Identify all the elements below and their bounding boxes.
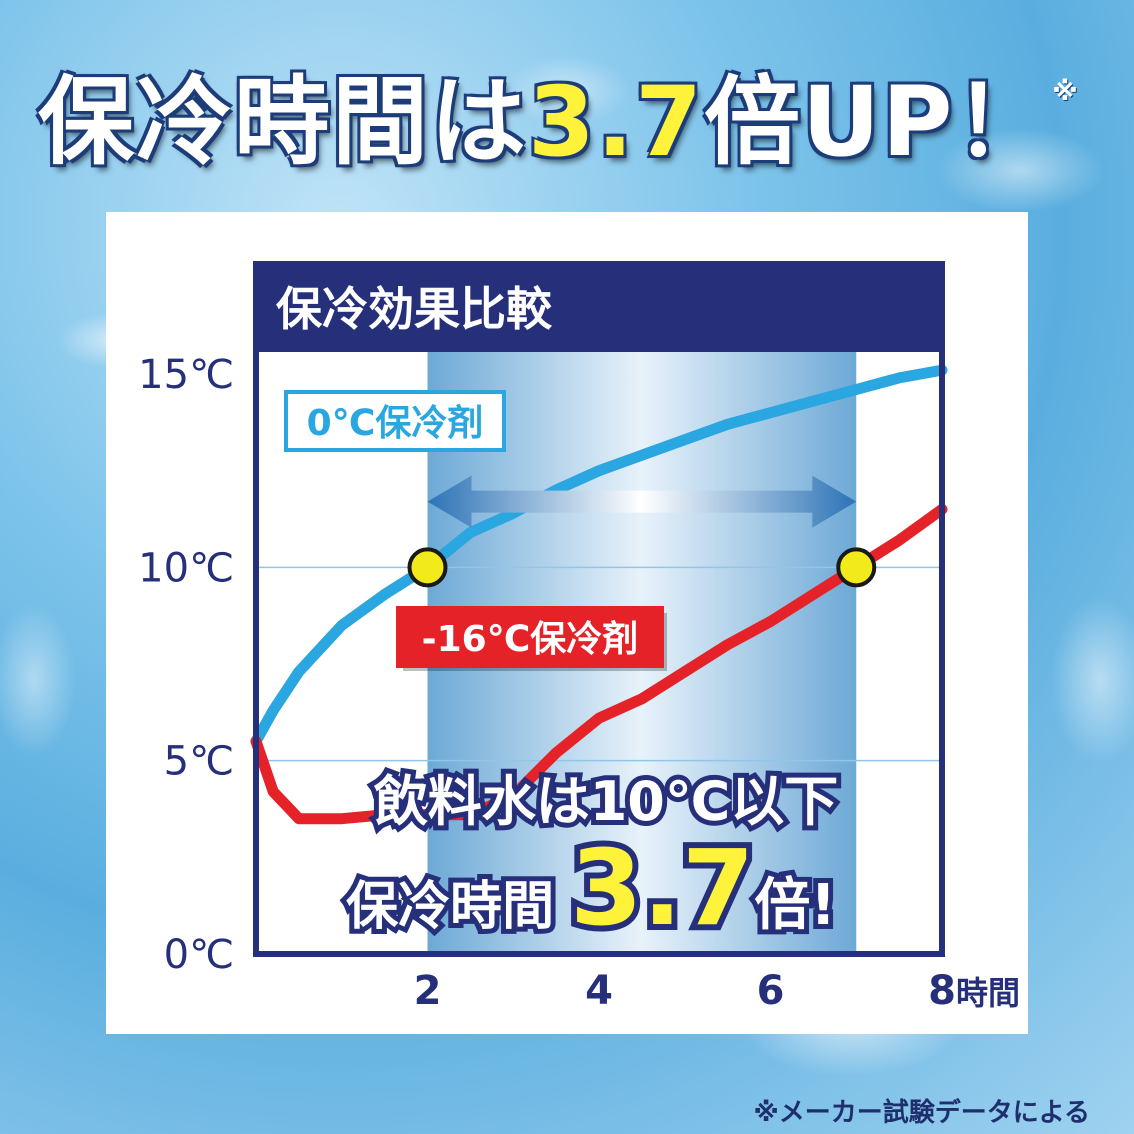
footnote: ※メーカー試験データによる bbox=[753, 1098, 1091, 1128]
headline-suffix: 倍UP！ bbox=[704, 66, 1053, 178]
series-line-1 bbox=[250, 503, 948, 825]
marker-point-0 bbox=[407, 547, 448, 588]
headline-prefix: 保冷時間は bbox=[38, 66, 528, 178]
headline-highlight: 3.7 bbox=[528, 66, 705, 178]
title-bar bbox=[256, 264, 942, 352]
series-label-0: 0℃保冷剤 bbox=[307, 403, 484, 444]
x-tick-label-1: 4 bbox=[585, 968, 613, 1014]
chart-panel: 保冷効果比較 0℃保冷剤 -16℃保冷剤 15℃ 10℃ 5℃ 0℃ 2 4 6 8 時間 飲料… bbox=[106, 212, 1028, 1034]
callout-line1: 飲料水は10℃以下 bbox=[374, 770, 839, 833]
callout-line2: 保冷時間 3.7倍! bbox=[346, 827, 836, 949]
y-axis-ticks: 15℃ 10℃ 5℃ 0℃ bbox=[138, 352, 234, 978]
duration-arrow bbox=[427, 475, 857, 528]
callout-line2-prefix: 保冷時間 bbox=[346, 877, 554, 937]
y-tick-label-2: 5℃ bbox=[164, 739, 234, 785]
x-tick-label-2: 6 bbox=[757, 968, 785, 1014]
y-tick-label-3: 0℃ bbox=[164, 932, 234, 978]
callout-line2-big: 3.7 bbox=[570, 827, 754, 949]
marker-point-1 bbox=[836, 547, 877, 588]
headline: 保冷時間は3.7倍UP！※ bbox=[38, 62, 1080, 182]
x-tick-label-3: 8 bbox=[928, 968, 956, 1014]
marker-layer bbox=[407, 547, 877, 588]
series-line-0 bbox=[250, 364, 948, 747]
y-tick-label-1: 10℃ bbox=[138, 545, 234, 591]
x-axis-unit-label: 時間 bbox=[956, 974, 1020, 1012]
series-label-1: -16℃保冷剤 bbox=[422, 619, 639, 660]
grid bbox=[256, 566, 942, 762]
frame-border bbox=[253, 261, 945, 957]
x-axis-ticks: 2 4 6 8 時間 bbox=[414, 968, 1020, 1014]
callout-line2-suffix: 倍! bbox=[754, 873, 836, 938]
cooling-chart: 保冷効果比較 0℃保冷剤 -16℃保冷剤 15℃ 10℃ 5℃ 0℃ 2 4 6 8 時間 飲料… bbox=[138, 261, 1020, 1014]
chart-title: 保冷効果比較 bbox=[276, 282, 553, 336]
series-label-box-0 bbox=[284, 390, 506, 452]
series-layer bbox=[250, 364, 948, 825]
x-tick-label-0: 2 bbox=[414, 968, 442, 1014]
callout: 飲料水は10℃以下 保冷時間 3.7倍! bbox=[341, 765, 843, 955]
y-tick-label-0: 15℃ bbox=[138, 352, 234, 398]
headline-note-mark: ※ bbox=[1052, 77, 1080, 107]
series-labels: 0℃保冷剤 -16℃保冷剤 bbox=[284, 390, 667, 671]
arrow-layer bbox=[427, 475, 857, 528]
series-label-box-1 bbox=[396, 606, 664, 668]
